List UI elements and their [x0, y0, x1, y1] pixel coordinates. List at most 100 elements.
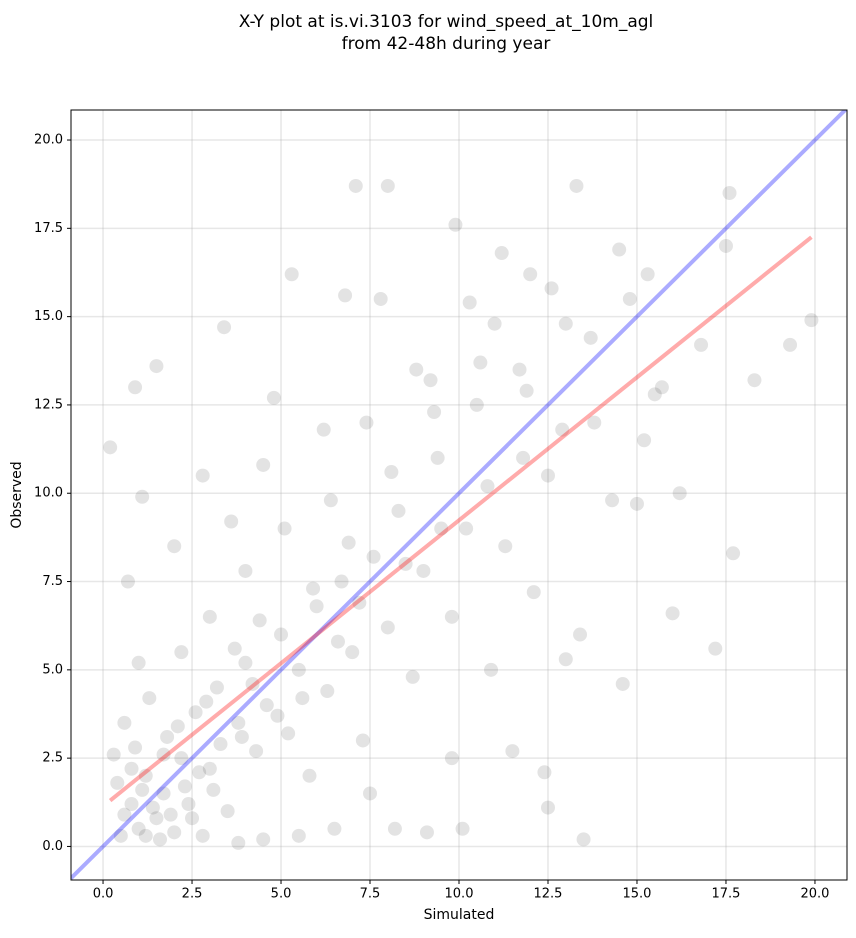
scatter-point	[113, 828, 128, 843]
plot-area	[71, 110, 847, 880]
scatter-point	[117, 715, 132, 730]
scatter-point	[156, 786, 171, 801]
scatter-point	[498, 539, 513, 554]
scatter-point	[124, 797, 139, 812]
y-tick-label: 7.5	[42, 574, 63, 589]
scatter-point	[637, 433, 652, 448]
scatter-point	[231, 715, 246, 730]
x-tick-label: 5.0	[271, 887, 292, 902]
scatter-point	[569, 178, 584, 193]
scatter-point	[416, 563, 431, 578]
scatter-point	[323, 493, 338, 508]
scatter-point	[199, 694, 214, 709]
scatter-point	[274, 627, 289, 642]
scatter-point	[256, 832, 271, 847]
scatter-point	[238, 563, 253, 578]
scatter-point	[149, 359, 164, 374]
scatter-point	[380, 178, 395, 193]
scatter-point	[558, 316, 573, 331]
scatter-point	[181, 797, 196, 812]
scatter-point	[259, 698, 274, 713]
scatter-point	[209, 680, 224, 695]
x-tick-label: 15.0	[623, 887, 652, 902]
scatter-point	[544, 281, 559, 296]
scatter-point	[487, 316, 502, 331]
y-tick-label: 5.0	[42, 662, 63, 677]
scatter-point	[185, 811, 200, 826]
chart-title: X-Y plot at is.vi.3103 for wind_speed_at…	[239, 12, 654, 32]
x-axis-label: Simulated	[424, 907, 495, 923]
scatter-point	[135, 489, 150, 504]
scatter-point	[366, 549, 381, 564]
scatter-point	[444, 751, 459, 766]
scatter-point	[384, 465, 399, 480]
scatter-point	[587, 415, 602, 430]
scatter-point	[519, 383, 534, 398]
scatter-point	[295, 691, 310, 706]
y-tick-label: 0.0	[42, 839, 63, 854]
scatter-point	[373, 291, 388, 306]
scatter-point	[202, 609, 217, 624]
scatter-point	[444, 609, 459, 624]
scatter-point	[170, 719, 185, 734]
x-tick-label: 10.0	[445, 887, 474, 902]
scatter-point	[306, 581, 321, 596]
x-tick-label: 20.0	[800, 887, 829, 902]
scatter-point	[783, 337, 798, 352]
scatter-point	[694, 337, 709, 352]
scatter-point	[419, 825, 434, 840]
scatter-point	[804, 313, 819, 328]
scatter-point	[195, 468, 210, 483]
scatter-point	[462, 295, 477, 310]
scatter-point	[537, 765, 552, 780]
scatter-point	[124, 761, 139, 776]
scatter-point	[152, 832, 167, 847]
scatter-point	[266, 390, 281, 405]
scatter-point	[110, 775, 125, 790]
scatter-point	[249, 744, 264, 759]
scatter-point	[434, 521, 449, 536]
scatter-point	[149, 811, 164, 826]
scatter-point	[459, 521, 474, 536]
scatter-point	[117, 807, 132, 822]
scatter-point	[540, 800, 555, 815]
scatter-point	[103, 440, 118, 455]
scatter-point	[327, 821, 342, 836]
scatter-point	[355, 733, 370, 748]
scatter-point	[423, 373, 438, 388]
y-tick-label: 20.0	[34, 133, 63, 148]
scatter-point	[156, 747, 171, 762]
scatter-point	[555, 422, 570, 437]
scatter-point	[583, 330, 598, 345]
y-tick-label: 15.0	[34, 309, 63, 324]
scatter-point	[612, 242, 627, 257]
scatter-point	[427, 404, 442, 419]
scatter-point	[484, 662, 499, 677]
scatter-point	[120, 574, 135, 589]
scatter-point	[640, 267, 655, 282]
x-tick-label: 12.5	[534, 887, 563, 902]
scatter-point	[270, 708, 285, 723]
scatter-point	[622, 291, 637, 306]
scatter-point	[665, 606, 680, 621]
scatter-point	[380, 620, 395, 635]
scatter-point	[726, 546, 741, 561]
scatter-point	[231, 835, 246, 850]
scatter-point	[345, 645, 360, 660]
scatter-point	[174, 645, 189, 660]
scatter-point	[494, 246, 509, 261]
scatter-point	[708, 641, 723, 656]
scatter-point	[131, 821, 146, 836]
scatter-point	[722, 186, 737, 201]
scatter-point	[363, 786, 378, 801]
scatter-point	[167, 539, 182, 554]
scatter-point	[512, 362, 527, 377]
scatter-point	[245, 676, 260, 691]
scatter-point	[256, 457, 271, 472]
scatter-point	[505, 744, 520, 759]
scatter-point	[430, 450, 445, 465]
y-axis-label: Observed	[9, 461, 25, 528]
scatter-point	[469, 397, 484, 412]
scatter-point	[654, 380, 669, 395]
